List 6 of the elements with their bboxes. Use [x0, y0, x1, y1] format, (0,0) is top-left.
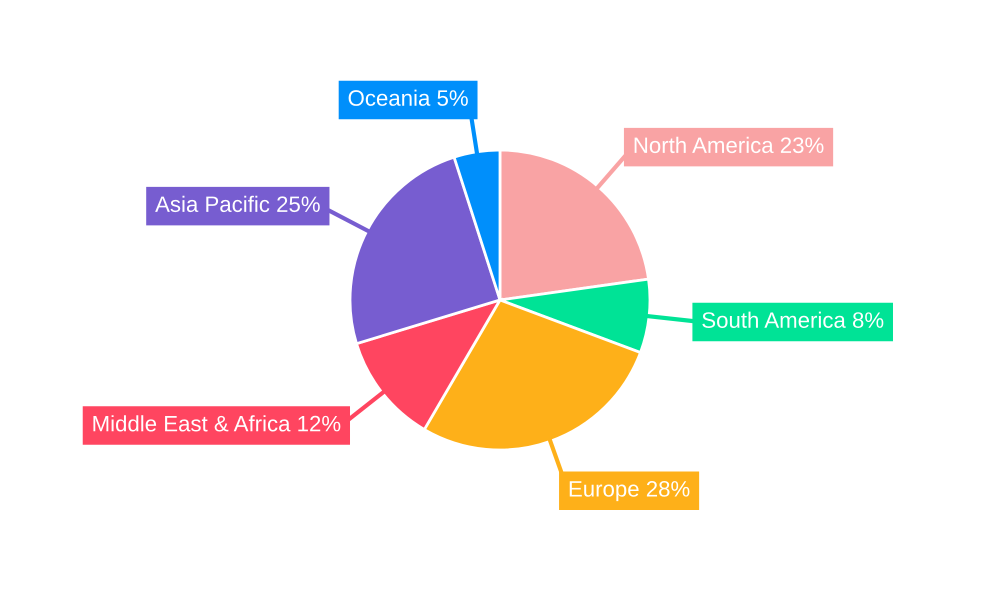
slice-label: Middle East & Africa 12%	[93, 415, 340, 432]
slice-label: South America 8%	[702, 312, 884, 328]
slice-label: Europe 28%	[570, 480, 690, 502]
slice-label: Asia Pacific 25%	[155, 196, 320, 212]
slice-label: Oceania 5%	[348, 90, 468, 106]
slice-label: North America 23%	[634, 136, 824, 154]
